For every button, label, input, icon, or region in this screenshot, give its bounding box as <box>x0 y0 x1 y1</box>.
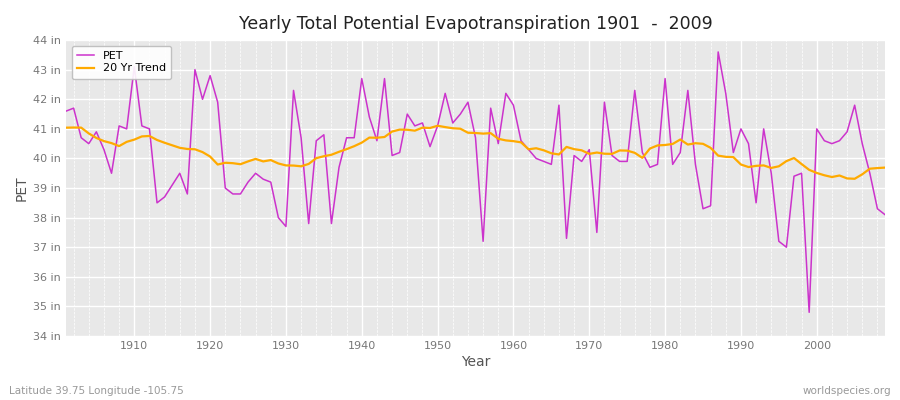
20 Yr Trend <box>432 123 443 128</box>
PET <box>334 165 345 170</box>
Line: 20 Yr Trend: 20 Yr Trend <box>66 126 885 179</box>
PET <box>879 212 890 217</box>
X-axis label: Year: Year <box>461 355 491 369</box>
PET <box>60 109 71 114</box>
20 Yr Trend <box>508 139 518 144</box>
20 Yr Trend <box>60 125 71 130</box>
Title: Yearly Total Potential Evapotranspiration 1901  -  2009: Yearly Total Potential Evapotranspiratio… <box>238 15 713 33</box>
20 Yr Trend <box>850 176 860 181</box>
PET <box>599 100 610 105</box>
PET <box>804 310 814 315</box>
PET <box>713 50 724 54</box>
20 Yr Trend <box>607 152 617 156</box>
20 Yr Trend <box>516 140 526 145</box>
Line: PET: PET <box>66 52 885 312</box>
PET <box>122 126 132 131</box>
Legend: PET, 20 Yr Trend: PET, 20 Yr Trend <box>72 46 171 79</box>
20 Yr Trend <box>122 140 132 144</box>
20 Yr Trend <box>334 149 345 154</box>
PET <box>500 91 511 96</box>
PET <box>288 88 299 93</box>
PET <box>508 103 518 108</box>
Text: Latitude 39.75 Longitude -105.75: Latitude 39.75 Longitude -105.75 <box>9 386 184 396</box>
20 Yr Trend <box>879 165 890 170</box>
Y-axis label: PET: PET <box>15 175 29 201</box>
20 Yr Trend <box>288 163 299 168</box>
Text: worldspecies.org: worldspecies.org <box>803 386 891 396</box>
